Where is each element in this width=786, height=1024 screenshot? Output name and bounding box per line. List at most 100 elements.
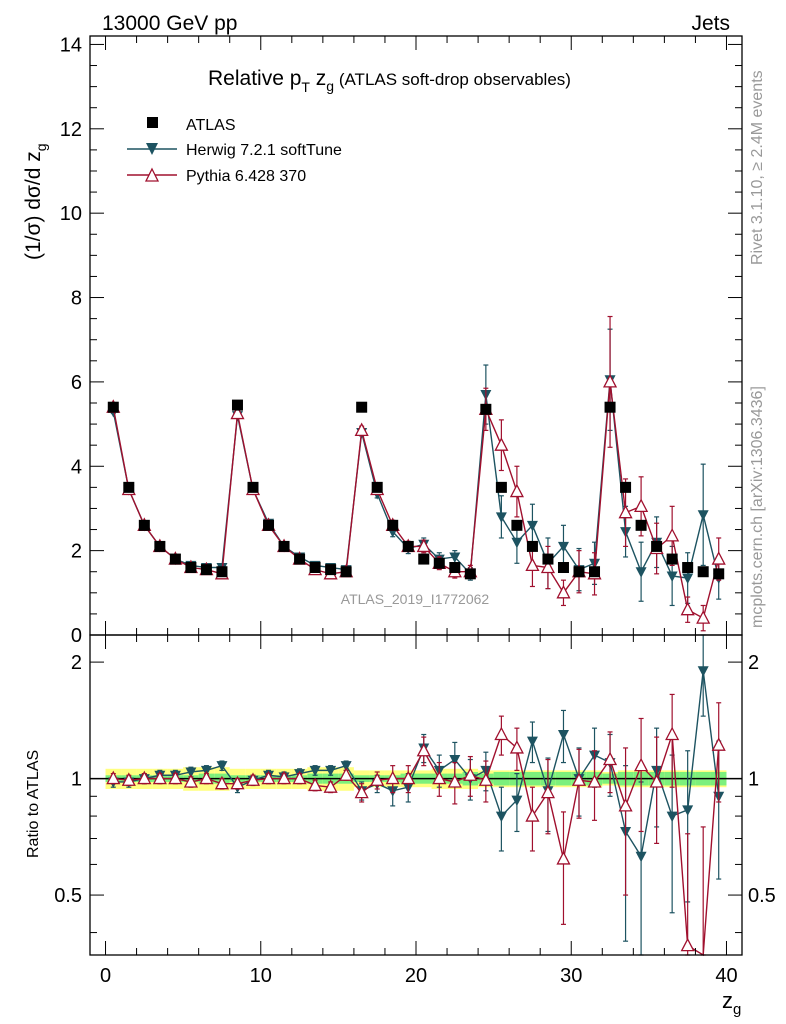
pythia-ratio-point — [385, 770, 400, 785]
pythia-ratio-point — [618, 797, 633, 812]
atlas-point — [464, 568, 476, 580]
atlas-point — [200, 564, 212, 576]
x-tick-label: 40 — [715, 965, 737, 987]
pythia-point — [602, 373, 618, 388]
pythia-ratio-point — [245, 772, 261, 786]
pythia-ratio-point — [649, 774, 664, 788]
pythia-point — [525, 557, 540, 572]
atlas-point — [713, 568, 725, 580]
x-tick-label: 30 — [560, 965, 582, 987]
pythia-ratio-point — [152, 770, 167, 785]
pythia-ratio-point — [680, 937, 695, 952]
pythia-point — [696, 610, 711, 624]
pythia-point — [634, 498, 649, 512]
main-atlas-series — [107, 399, 725, 580]
atlas-point — [480, 403, 492, 415]
atlas-point — [387, 519, 399, 531]
legend-atlas-marker — [147, 117, 158, 128]
pythia-ratio-point — [478, 772, 493, 786]
atlas-point — [666, 553, 678, 565]
ratio-y-tick-label-right: 1 — [748, 769, 759, 791]
pythia-line — [112, 381, 720, 620]
atlas-point — [589, 566, 601, 578]
herwig-ratio-point — [449, 755, 461, 766]
pythia-ratio-point — [602, 751, 618, 766]
ratio-y-tick-label-right: 2 — [748, 652, 759, 674]
atlas-point — [371, 481, 383, 493]
herwig-point — [511, 537, 523, 549]
pythia-ratio-point — [525, 808, 540, 822]
atlas-point — [107, 401, 119, 413]
herwig-point — [449, 552, 461, 563]
ratio-y-tick-label-left: 1 — [71, 769, 82, 791]
pythia-ratio-point — [276, 770, 292, 785]
pythia-ratio-point — [401, 770, 416, 785]
pythia-ratio-point — [432, 770, 447, 785]
herwig-ratio-point — [511, 795, 523, 807]
legend: ATLAS Herwig 7.2.1 softTune Pythia 6.428… — [127, 117, 342, 185]
pythia-ratio-point — [183, 774, 198, 788]
main-pythia-series — [106, 315, 726, 632]
herwig-ratio-point — [340, 761, 352, 772]
x-tick-label: 10 — [250, 965, 272, 987]
pythia-point — [556, 584, 571, 599]
herwig-point — [495, 512, 507, 523]
atlas-point — [495, 481, 507, 493]
pythia-point — [680, 601, 695, 616]
atlas-point — [651, 540, 663, 552]
atlas-point — [185, 562, 197, 574]
herwig-point — [697, 510, 709, 521]
pythia-ratio-point — [447, 774, 462, 788]
herwig-point — [666, 571, 678, 582]
pythia-point — [230, 405, 245, 420]
pythia-point — [416, 538, 431, 553]
main-herwig-series — [107, 328, 725, 607]
pythia-ratio-point — [308, 777, 323, 792]
header-left-text: 13000 GeV pp — [102, 12, 237, 35]
atlas-point — [402, 540, 414, 552]
pythia-ratio-point — [665, 726, 680, 741]
herwig-point — [682, 573, 694, 585]
chart-title-rest: (ATLAS soft-drop observables) — [334, 70, 571, 89]
x-axis-label: zg — [722, 988, 741, 1018]
watermark-text: ATLAS_2019_I1772062 — [341, 591, 490, 607]
herwig-ratio-point — [185, 767, 197, 778]
main-y-tick-label: 14 — [60, 34, 82, 56]
atlas-point — [216, 566, 228, 578]
herwig-point — [526, 520, 538, 532]
legend-atlas-label: ATLAS — [186, 117, 236, 134]
pythia-ratio-point — [261, 770, 276, 785]
pythia-ratio-line — [113, 733, 720, 957]
atlas-point — [154, 540, 166, 552]
pythia-ratio-point — [416, 742, 431, 757]
atlas-point — [123, 481, 135, 493]
herwig-ratio-point — [697, 666, 709, 677]
pythia-ratio-point — [711, 737, 726, 751]
pythia-point — [509, 483, 524, 498]
ratio-y-tick-label-left: 2 — [71, 652, 82, 674]
herwig-ratio-point — [557, 729, 569, 741]
herwig-ratio-point — [495, 811, 507, 823]
chart-title-z: z — [310, 67, 326, 90]
atlas-point — [418, 553, 430, 565]
herwig-ratio-point — [526, 736, 538, 748]
x-tick-label: 0 — [100, 965, 111, 987]
atlas-point — [169, 553, 181, 565]
chart-title-sub-g: g — [326, 78, 334, 94]
atlas-point — [294, 553, 306, 565]
pythia-point — [540, 559, 556, 574]
pythia-ratio-point — [494, 726, 509, 741]
atlas-point — [635, 519, 647, 531]
y-axis-label-main-text: (1/σ) dσ/d z — [22, 151, 45, 260]
side-label-mcplots: mcplots.cern.ch [arXiv:1306.3436] — [749, 386, 766, 628]
atlas-point — [356, 401, 368, 413]
legend-herwig-marker — [146, 143, 158, 155]
main-y-tick-label: 12 — [60, 119, 82, 141]
ratio-herwig-series — [107, 634, 725, 956]
pythia-ratio-point — [540, 784, 556, 799]
pythia-point — [711, 551, 726, 565]
ratio-y-tick-label-right: 0.5 — [748, 885, 776, 907]
atlas-point — [340, 566, 352, 578]
atlas-point — [325, 564, 337, 576]
